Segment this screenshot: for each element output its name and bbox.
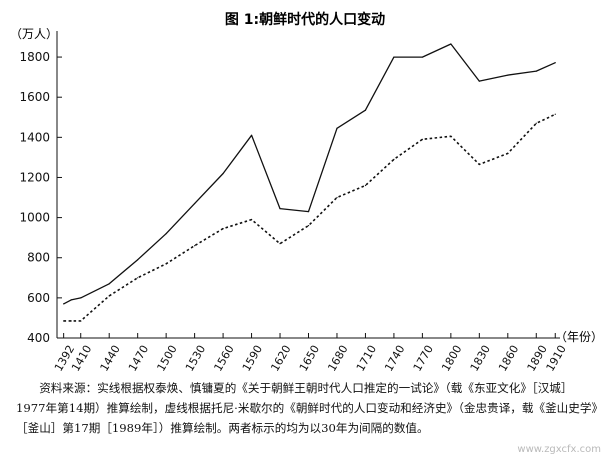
x-tick-label: 1650 <box>297 343 322 374</box>
x-tick-label: 1530 <box>183 343 208 374</box>
data-point <box>165 233 167 235</box>
data-point <box>279 207 281 210</box>
x-tick-label: 1500 <box>154 343 179 374</box>
data-point <box>250 134 253 136</box>
x-axis-unit: （年份） <box>555 330 603 344</box>
data-point <box>63 303 65 305</box>
data-point <box>70 299 72 301</box>
y-axis-unit: （万人） <box>10 27 58 41</box>
data-point <box>535 70 537 72</box>
data-point <box>393 56 395 58</box>
y-tick-label: 800 <box>27 251 50 265</box>
data-point <box>165 263 167 265</box>
data-point <box>307 210 310 213</box>
x-tick-label: 1910 <box>544 343 569 374</box>
data-point <box>80 320 82 322</box>
x-tick-label: 1680 <box>325 343 350 374</box>
data-point <box>421 138 423 140</box>
data-point <box>108 295 110 297</box>
y-tick-label: 1600 <box>19 90 50 104</box>
x-tick-label: 1560 <box>211 343 236 374</box>
x-tick-label: 1770 <box>411 343 436 374</box>
figure-caption: 资料来源：实线根据权泰焕、慎镛夏的《关于朝鲜王朝时代人口推定的一试论》（载《东亚… <box>16 381 598 435</box>
data-point <box>222 228 224 230</box>
y-tick-label: 1800 <box>19 50 50 64</box>
data-point <box>554 62 556 64</box>
x-tick-label: 1620 <box>268 343 293 374</box>
data-point <box>194 245 196 247</box>
data-point <box>364 184 367 187</box>
data-point <box>194 202 196 205</box>
x-tick-label: 1440 <box>98 343 123 374</box>
x-tick-label: 1590 <box>240 343 265 374</box>
data-point <box>535 122 537 124</box>
series-layer <box>63 43 556 322</box>
series-line-solid <box>63 43 556 305</box>
data-point <box>80 297 82 299</box>
x-tick-label: 1710 <box>354 343 379 374</box>
data-point <box>450 43 452 45</box>
data-point <box>554 113 556 115</box>
x-tick-label: 1470 <box>126 343 151 374</box>
data-point <box>108 283 110 285</box>
data-point <box>507 152 509 154</box>
data-point <box>336 196 338 199</box>
data-point <box>478 80 480 82</box>
data-point <box>137 259 139 261</box>
x-tick-label: 1830 <box>468 343 493 374</box>
watermark: www.zgxcfx.com <box>517 444 601 455</box>
data-point <box>478 163 480 166</box>
line-chart: 图 1:朝鲜时代的人口变动 （万人） （年份） 400 600 800 1000 120… <box>10 11 603 374</box>
data-point <box>507 74 509 76</box>
chart-title: 图 1:朝鲜时代的人口变动 <box>225 11 385 28</box>
data-point <box>222 172 224 175</box>
series-line-dotted <box>63 113 556 322</box>
y-tick-label: 1200 <box>19 170 50 184</box>
y-tick-label: 600 <box>27 291 50 305</box>
y-tick-label: 400 <box>27 331 50 345</box>
data-point <box>450 135 452 137</box>
x-tick-label: 1740 <box>382 343 407 374</box>
y-tick-label: 1000 <box>19 211 50 225</box>
data-point <box>393 158 395 161</box>
data-point <box>279 243 281 245</box>
data-point <box>63 320 65 322</box>
data-point <box>336 127 338 129</box>
data-point <box>250 219 253 221</box>
data-point <box>70 320 72 322</box>
data-point <box>421 56 423 58</box>
y-tick-label: 1400 <box>19 130 50 144</box>
data-point <box>364 109 367 111</box>
data-point <box>137 277 139 279</box>
x-tick-label: 1800 <box>439 343 464 374</box>
data-point <box>307 225 310 227</box>
x-tick-label: 1860 <box>496 343 521 374</box>
